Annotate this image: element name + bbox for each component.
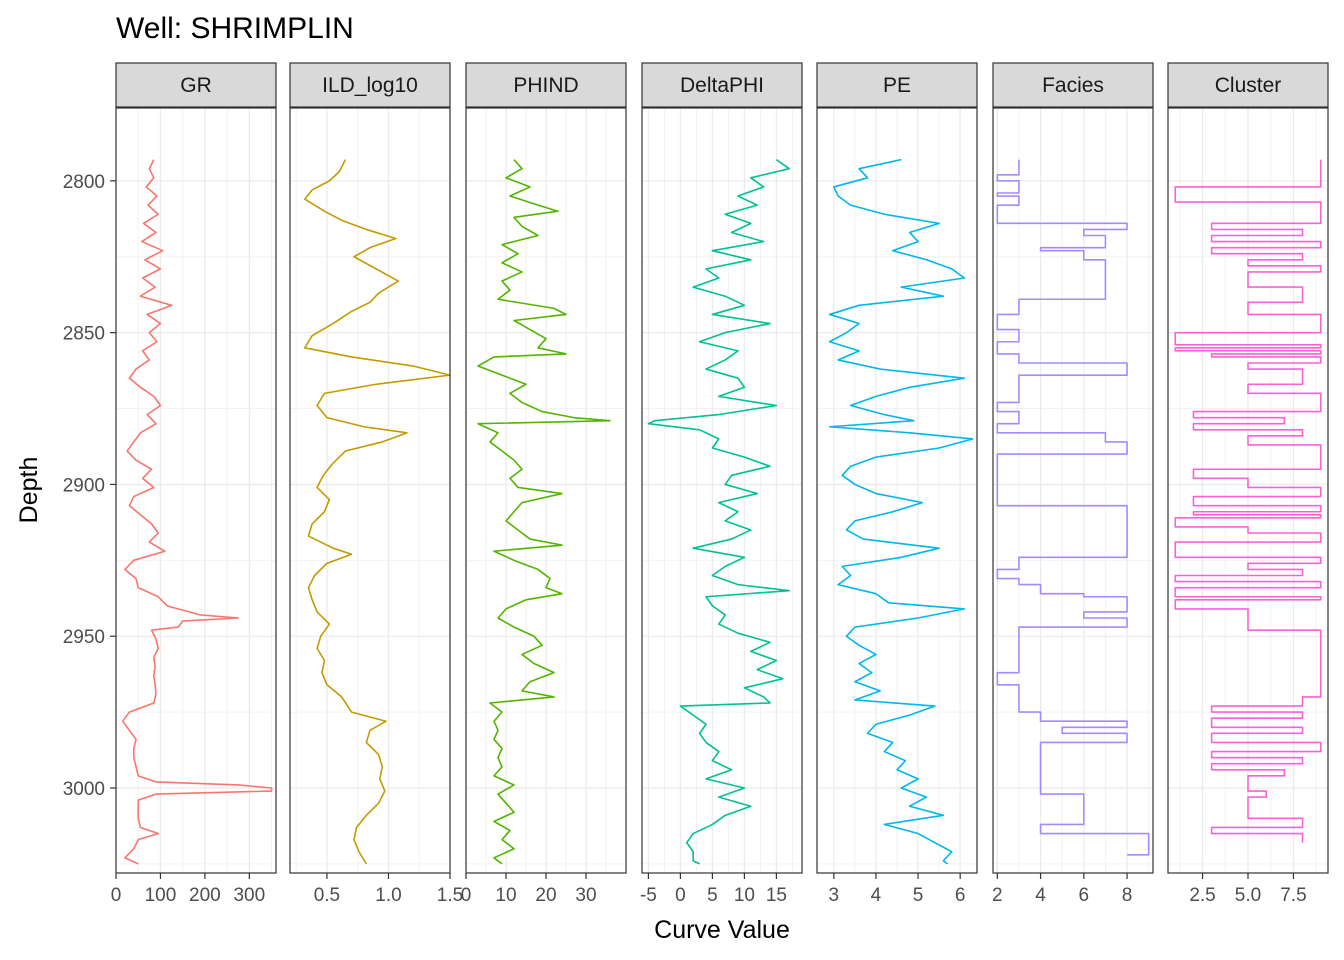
series-line-phind <box>477 159 611 865</box>
panel-border-pe <box>816 107 978 874</box>
x-tick-label-deltaphi: 0 <box>675 885 686 906</box>
y-tick-label: 2900 <box>63 475 105 496</box>
y-tick-label: 2800 <box>63 172 105 193</box>
x-tick-label-facies: 8 <box>1122 885 1133 906</box>
panel-ild-log10: ILD_log10 0.5 1.0 1.5 <box>289 62 463 906</box>
x-tick-label-phind: 20 <box>535 885 556 906</box>
x-tick-label-facies: 6 <box>1079 885 1090 906</box>
chart-title: Well: SHRIMPLIN <box>116 12 354 45</box>
series-line-pe <box>828 158 974 865</box>
series-line-gr <box>121 159 273 865</box>
panel-cluster: Cluster 2.5 5.0 7.5 <box>1167 62 1329 906</box>
x-tick-label-deltaphi: 15 <box>766 885 787 906</box>
x-tick-label-gr: 100 <box>145 885 177 906</box>
series-line-cluster <box>1174 159 1322 843</box>
panel-border-facies <box>992 107 1154 874</box>
strip-ild-log10 <box>289 62 451 108</box>
panel-phind: PHIND 0 10 20 30 <box>461 62 627 906</box>
plot-bg-facies <box>993 108 1153 873</box>
plot-bg-gr <box>116 108 276 873</box>
strip-facies <box>992 62 1154 108</box>
panel-gr: GR 0 100 200 300 <box>111 62 277 906</box>
x-tick-label-ild-log10: 0.5 <box>314 885 340 906</box>
x-tick-label-pe: 4 <box>871 885 882 906</box>
x-tick-label-deltaphi: 5 <box>707 885 718 906</box>
x-tick-label-facies: 4 <box>1035 885 1046 906</box>
strip-label-facies: Facies <box>1042 74 1104 97</box>
x-axis-title: Curve Value <box>654 916 790 944</box>
strip-label-phind: PHIND <box>513 74 578 97</box>
y-tick-label: 3000 <box>63 779 105 800</box>
x-tick-label-gr: 0 <box>111 885 122 906</box>
strip-label-deltaphi: DeltaPHI <box>680 74 764 97</box>
x-tick-label-pe: 6 <box>955 885 966 906</box>
strip-phind <box>465 62 627 108</box>
series-line-deltaphi <box>647 158 790 865</box>
y-axis: 2800 2850 2900 2950 3000 <box>63 172 116 800</box>
x-tick-label-cluster: 7.5 <box>1280 885 1306 906</box>
x-tick-label-gr: 300 <box>233 885 265 906</box>
x-tick-label-cluster: 2.5 <box>1189 885 1215 906</box>
y-axis-title: Depth <box>15 457 43 524</box>
y-tick-label: 2850 <box>63 324 105 345</box>
strip-deltaphi <box>641 62 803 108</box>
x-tick-label-gr: 200 <box>189 885 221 906</box>
strip-gr <box>115 62 277 108</box>
panel-deltaphi: DeltaPHI -5 0 5 10 15 <box>640 62 803 906</box>
strip-cluster <box>1167 62 1329 108</box>
series-line-ild-log10 <box>303 159 451 865</box>
x-tick-label-deltaphi: -5 <box>640 885 657 906</box>
x-tick-label-ild-log10: 1.0 <box>375 885 401 906</box>
x-tick-label-phind: 10 <box>495 885 516 906</box>
series-line-facies <box>996 159 1150 856</box>
panel-border-ild-log10 <box>289 107 451 874</box>
x-tick-label-phind: 30 <box>575 885 596 906</box>
x-tick-label-pe: 5 <box>913 885 924 906</box>
x-tick-label-deltaphi: 10 <box>734 885 755 906</box>
strip-pe <box>816 62 978 108</box>
x-tick-label-cluster: 5.0 <box>1235 885 1261 906</box>
x-tick-label-ild-log10: 1.5 <box>437 885 463 906</box>
panel-pe: PE 3 4 5 6 <box>816 62 978 906</box>
strip-label-ild-log10: ILD_log10 <box>322 74 418 97</box>
strip-label-gr: GR <box>180 74 212 97</box>
x-tick-label-facies: 2 <box>992 885 1003 906</box>
panel-facies: Facies 2 4 6 8 <box>992 62 1154 906</box>
panel-border-gr <box>115 107 277 874</box>
strip-label-cluster: Cluster <box>1215 74 1282 97</box>
plot-bg-deltaphi <box>642 108 802 873</box>
plot-bg-ild-log10 <box>290 108 450 873</box>
strip-label-pe: PE <box>883 74 911 97</box>
x-tick-label-phind: 0 <box>461 885 472 906</box>
y-tick-label: 2950 <box>63 627 105 648</box>
panel-border-deltaphi <box>641 107 803 874</box>
x-tick-label-pe: 3 <box>829 885 840 906</box>
